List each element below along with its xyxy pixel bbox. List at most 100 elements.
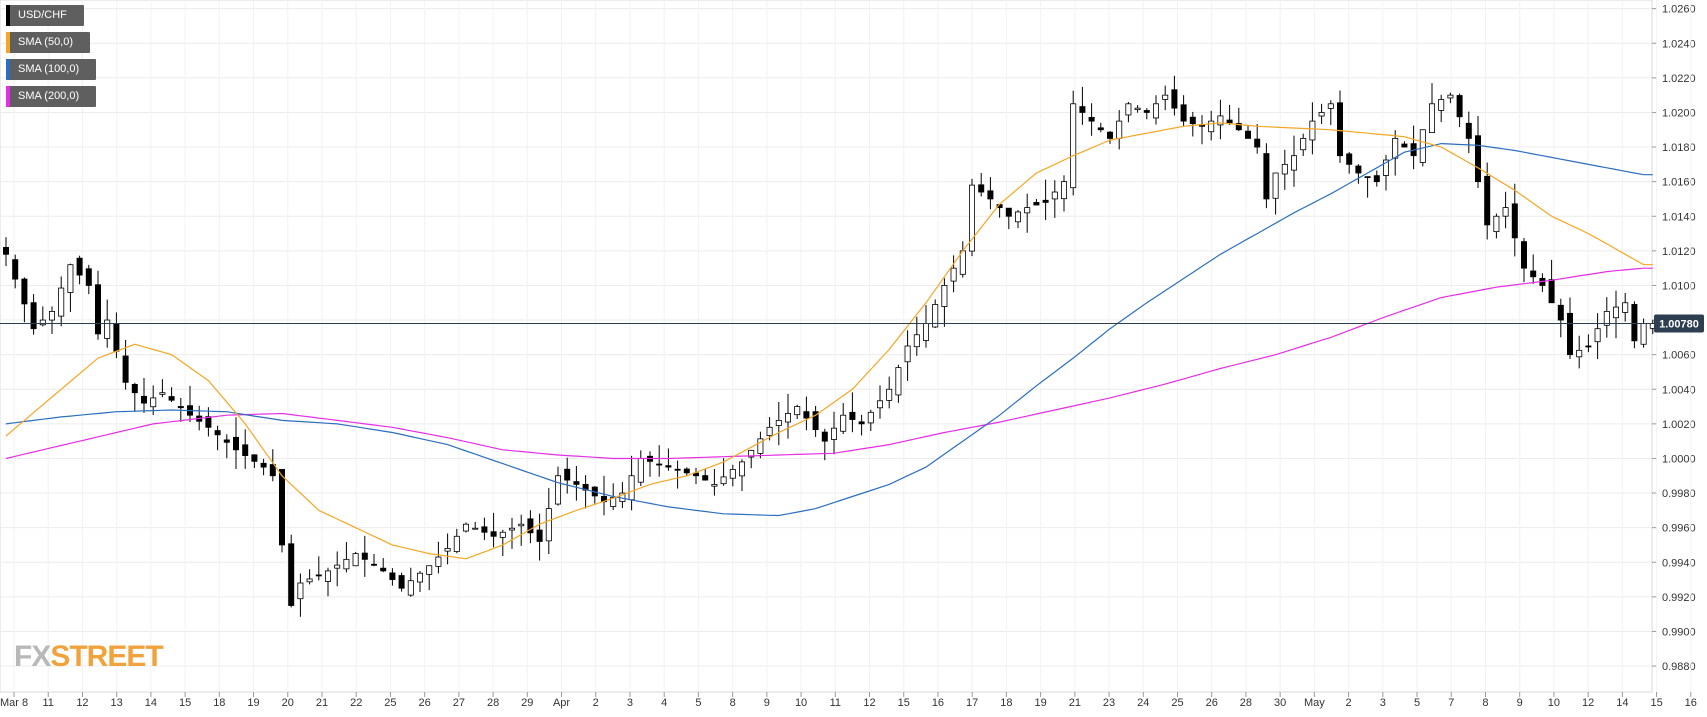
x-tick-label: 19	[247, 697, 259, 709]
x-tick-label: 17	[966, 697, 978, 709]
candle-body	[1254, 138, 1261, 148]
current-price-label: 1.00780	[1659, 319, 1699, 331]
candle-body	[232, 436, 239, 451]
candle-body	[527, 518, 534, 534]
x-tick-label: 11	[43, 697, 54, 709]
candle-body	[978, 184, 985, 193]
candle-body	[462, 523, 469, 532]
candle-body	[867, 411, 874, 424]
candle-body	[1631, 304, 1638, 342]
x-tick-label: 12	[1582, 697, 1594, 709]
candle-body	[1272, 172, 1279, 199]
y-tick-label: 0.9980	[1662, 488, 1696, 500]
candle-body	[95, 284, 102, 335]
candle-body	[637, 458, 644, 483]
candle-body	[536, 529, 543, 542]
candle-body	[251, 454, 258, 462]
candle-body	[1401, 143, 1408, 148]
logo-street: STREET	[50, 640, 163, 673]
candle-body	[858, 421, 865, 425]
x-tick-label: 7	[1448, 697, 1454, 709]
y-tick-label: 1.0160	[1662, 177, 1696, 189]
candle-body	[1447, 94, 1454, 99]
candle-body	[1245, 130, 1252, 139]
candle-body	[131, 384, 138, 394]
candle-body	[794, 406, 801, 416]
candle-body	[785, 413, 792, 423]
y-tick-label: 0.9900	[1662, 626, 1696, 638]
candle-body	[1355, 165, 1362, 174]
candle-body	[1567, 312, 1574, 356]
candle-body	[766, 426, 773, 437]
candle-body	[140, 395, 147, 404]
candle-body	[508, 527, 515, 531]
candle-body	[1309, 120, 1316, 141]
x-tick-label: 30	[1274, 697, 1286, 709]
candle-body	[1005, 207, 1012, 217]
candle-body	[435, 556, 442, 567]
candle-body	[969, 184, 976, 252]
y-tick-label: 0.9940	[1662, 557, 1696, 569]
y-tick-label: 1.0220	[1662, 73, 1696, 85]
candle-body	[1134, 107, 1141, 110]
candle-body	[1576, 349, 1583, 358]
candle-body	[113, 323, 120, 352]
sma100-line	[5, 142, 1653, 517]
sma200-line	[5, 267, 1653, 460]
candle-body	[343, 558, 350, 570]
legend-item-sma100[interactable]: SMA (100,0)	[6, 59, 96, 80]
candle-body	[748, 449, 755, 458]
candle-body	[1088, 116, 1095, 122]
x-tick-label: 12	[863, 697, 875, 709]
candle-body	[1015, 211, 1022, 223]
candle-body	[159, 392, 166, 395]
y-tick-label: 1.0000	[1662, 453, 1696, 465]
x-tick-label: 21	[1069, 697, 1081, 709]
y-tick-label: 1.0180	[1662, 142, 1696, 154]
legend-item-usdchf[interactable]: USD/CHF	[6, 5, 84, 26]
candle-body	[739, 461, 746, 477]
sma50-line	[5, 122, 1653, 560]
candle-body	[21, 278, 28, 305]
candle-body	[1548, 279, 1555, 304]
candle-body	[481, 526, 488, 533]
legend-item-sma50[interactable]: SMA (50,0)	[6, 32, 90, 53]
x-tick-label: 24	[1137, 697, 1149, 709]
x-tick-label: 15	[898, 697, 910, 709]
candle-body	[426, 565, 433, 575]
x-tick-label: 16	[1685, 697, 1697, 709]
candle-body	[1475, 135, 1482, 183]
x-tick-label: 22	[350, 697, 362, 709]
candle-body	[1235, 123, 1242, 131]
y-tick-label: 1.0200	[1662, 107, 1696, 119]
candle-body	[950, 267, 957, 282]
legend-swatch-sma100	[6, 59, 10, 80]
candle-body	[1125, 103, 1132, 116]
candle-body	[12, 259, 19, 280]
x-tick-label: 20	[282, 697, 294, 709]
x-tick-label: 28	[487, 697, 499, 709]
y-tick-label: 0.9960	[1662, 523, 1696, 535]
x-tick-label: 2	[593, 697, 599, 709]
candle-body	[803, 411, 810, 419]
candle-body	[1051, 191, 1058, 200]
y-tick-label: 0.9880	[1662, 661, 1696, 673]
candle-body	[674, 468, 681, 471]
candle-body	[1116, 120, 1123, 139]
candle-body	[242, 444, 249, 456]
x-tick-label: 15	[1650, 697, 1662, 709]
candle-body	[49, 310, 56, 321]
candle-body	[1622, 302, 1629, 313]
candle-body	[1337, 102, 1344, 157]
logo-fx: FX	[14, 640, 51, 673]
candle-body	[932, 304, 939, 328]
candle-body	[324, 570, 331, 582]
x-tick-label: 28	[1240, 697, 1252, 709]
x-tick-label: 26	[1206, 697, 1218, 709]
candle-body	[1640, 323, 1647, 345]
candle-body	[39, 319, 46, 326]
legend-item-sma200[interactable]: SMA (200,0)	[6, 86, 96, 107]
candle-body	[1162, 94, 1169, 100]
candle-body	[518, 523, 525, 527]
x-tick-label: 29	[521, 697, 533, 709]
